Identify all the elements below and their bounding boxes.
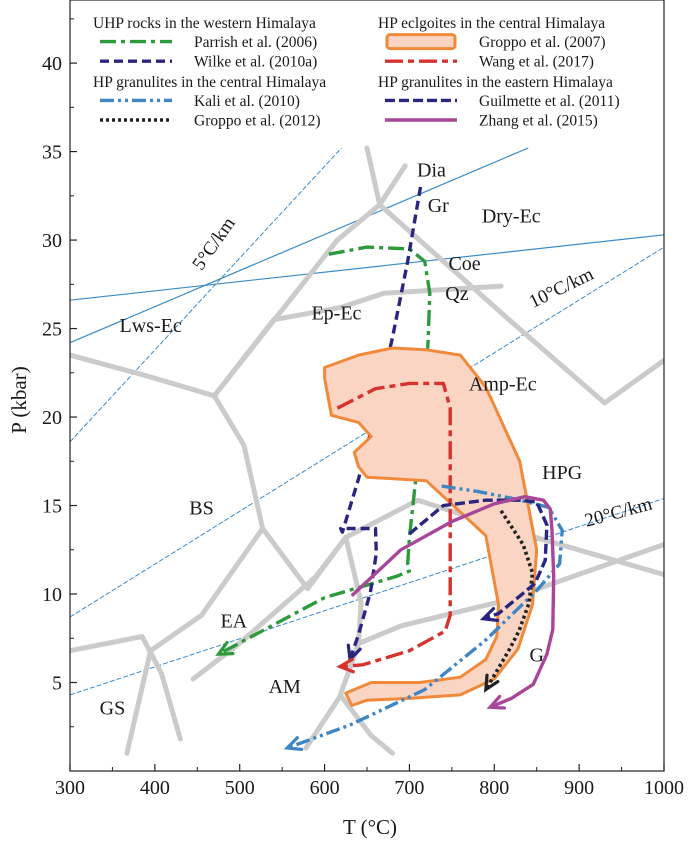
- y-tick-label: 15: [42, 496, 62, 518]
- legend-label-guilmette-et-al-2011: Guilmette et al. (2011): [479, 93, 620, 110]
- reference-lines: [70, 147, 664, 696]
- legend-label-kali-et-al-2010: Kali et al. (2010): [194, 93, 300, 110]
- series-guilmette-et-al-2011-arrow: [479, 607, 500, 622]
- facies-boundary: [364, 145, 383, 208]
- reaction-label-gr: Gr: [428, 195, 449, 217]
- facies-label-am: AM: [269, 676, 301, 698]
- geotherm-label-20-c-km: 20°C/km: [582, 494, 654, 532]
- legend: UHP rocks in the western Himalaya Parrish…: [93, 15, 620, 130]
- geotherm-label-10-c-km: 10°C/km: [526, 264, 597, 313]
- series-groppo-et-al-2012-arrow: [483, 673, 500, 693]
- y-tick-label: 40: [42, 53, 62, 75]
- facies-label-bs: BS: [189, 497, 213, 519]
- x-tick-label: 900: [564, 777, 594, 799]
- x-tick-label: 300: [55, 777, 85, 799]
- x-tick-label: 400: [140, 777, 170, 799]
- series-wang-et-al-2017: [336, 381, 452, 669]
- y-tick-label: 30: [42, 230, 62, 252]
- y-tick-label: 20: [42, 407, 62, 429]
- facies-label-dry-ec: Dry-Ec: [482, 205, 541, 227]
- legend-heading-hp-eclgoites-in-the-central-himalaya: HP eclgoites in the central Himalaya: [378, 15, 605, 32]
- facies-boundary: [211, 163, 408, 399]
- legend-swatch-groppo-et-al-2007: [385, 33, 457, 51]
- facies-boundary: [70, 634, 183, 742]
- facies-label-gs: GS: [100, 697, 126, 719]
- facies-label-hpg: HPG: [542, 462, 582, 484]
- legend-heading-uhp-rocks-in-the-western-himalaya: UHP rocks in the western Himalaya: [93, 15, 316, 32]
- facies-label-ea: EA: [220, 611, 247, 633]
- y-tick-label: 25: [42, 319, 62, 341]
- geotherm-5-c-km: [70, 147, 342, 443]
- x-tick-label: 700: [394, 777, 424, 799]
- axis-titles: P (kbar) T (°C): [7, 366, 397, 839]
- geotherm-20-c-km: [70, 498, 664, 696]
- series-groppo-et-al-2007: [323, 346, 539, 707]
- geotherm-10-c-km: [70, 246, 664, 618]
- legend-label-wilke-et-al-2010a: Wilke et al. (2010a): [194, 54, 317, 71]
- legend-label-zhang-et-al-2015: Zhang et al. (2015): [479, 113, 598, 130]
- facies-boundary: [339, 694, 395, 756]
- series-groppo-et-al-2012: [484, 509, 535, 691]
- facies-boundary: [124, 526, 266, 756]
- pt-paths: [215, 186, 564, 751]
- series-kali-et-al-2010: [286, 484, 564, 750]
- facies-label-g: G: [529, 644, 543, 666]
- legend-heading-hp-granulites-in-the-eastern-himalaya: HP granulites in the eastern Himalaya: [378, 74, 613, 91]
- facies-label-amp-ec: Amp-Ec: [469, 374, 537, 396]
- legend-heading-hp-granulites-in-the-central-himalaya: HP granulites in the central Himalaya: [93, 74, 326, 91]
- y-tick-label: 5: [52, 673, 62, 695]
- facies-label-ep-ec: Ep-Ec: [311, 303, 361, 325]
- legend-label-groppo-et-al-2012: Groppo et al. (2012): [194, 113, 321, 130]
- x-tick-label: 600: [310, 777, 340, 799]
- series-guilmette-et-al-2011: [408, 498, 549, 621]
- facies-boundary: [70, 352, 217, 399]
- series-zhang-et-al-2015-arrow: [486, 694, 506, 710]
- x-axis-label: T (°C): [343, 815, 397, 839]
- facies-boundary: [377, 202, 664, 406]
- y-tick-label: 35: [42, 142, 62, 164]
- reaction-label-qz: Qz: [445, 283, 468, 305]
- geotherm-label-5-c-km: 5°C/km: [188, 213, 239, 274]
- facies-boundary: [190, 534, 349, 682]
- facies-label-lws-ec: Lws-Ec: [120, 315, 182, 337]
- series-wang-et-al-2017-arrow: [336, 657, 355, 674]
- series-kali-et-al-2010-arrow: [283, 736, 304, 751]
- reaction-line-dia-gr: [70, 147, 529, 344]
- series-zhang-et-al-2015: [350, 495, 556, 709]
- reaction-label-dia: Dia: [417, 159, 446, 181]
- facies-boundary: [303, 534, 364, 751]
- x-tick-label: 800: [479, 777, 509, 799]
- series-parrish-et-al-2006-arrow: [215, 641, 235, 656]
- series-wilke-et-al-2010a: [339, 186, 423, 661]
- y-tick-label: 10: [42, 584, 62, 606]
- reaction-line-coe-qz: [70, 234, 664, 301]
- y-axis-label: P (kbar): [7, 366, 31, 433]
- x-tick-label: 1000: [644, 777, 684, 799]
- legend-label-wang-et-al-2017: Wang et al. (2017): [479, 54, 594, 71]
- legend-label-parrish-et-al-2006: Parrish et al. (2006): [194, 34, 317, 51]
- reaction-label-coe: Coe: [448, 253, 480, 275]
- legend-label-groppo-et-al-2007: Groppo et al. (2007): [479, 34, 606, 51]
- axes-frame: 300 400 500 600 700 800 900 1000 5 10 15 20 25 30 35 40: [42, 0, 684, 799]
- x-tick-label: 500: [225, 777, 255, 799]
